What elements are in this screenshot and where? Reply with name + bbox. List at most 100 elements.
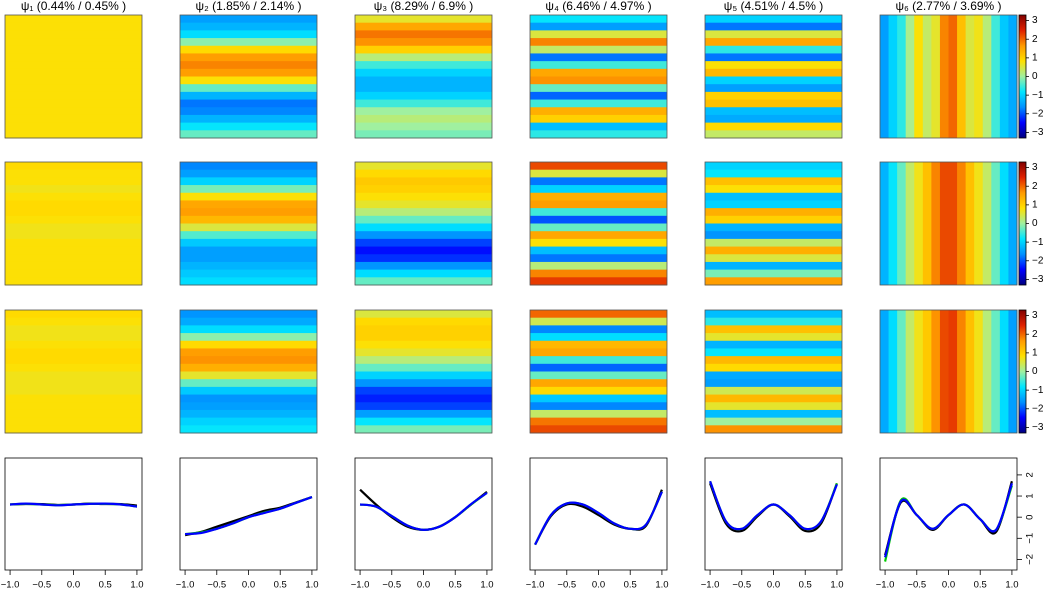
heat-cell — [5, 114, 142, 124]
panel-frame — [529, 161, 668, 286]
heat-cell — [355, 38, 492, 47]
heat-cell — [530, 53, 667, 62]
colorbar-tick-label: −2 — [1032, 255, 1044, 266]
heat-cell — [705, 371, 842, 380]
colorbar-tick-label: 1 — [1032, 200, 1038, 211]
heat-cell — [355, 254, 492, 263]
heat-cell — [355, 45, 492, 54]
heat-cell — [948, 15, 958, 138]
x-tick-label: 0.0 — [242, 580, 255, 591]
panel-frame — [704, 309, 843, 434]
heat-cell — [355, 394, 492, 403]
colorbar-tick-label: 0 — [1032, 366, 1038, 377]
heat-cell — [705, 84, 842, 93]
heat-cell — [355, 91, 492, 101]
heat-cell — [5, 61, 142, 70]
x-tick-label: −1.0 — [351, 580, 370, 591]
heat-cell — [180, 425, 317, 434]
heat-cell — [705, 340, 842, 349]
colorbar-tick-label: −1 — [1032, 90, 1044, 101]
heat-cell — [180, 317, 317, 326]
heat-cell — [705, 394, 842, 403]
heat-cell — [991, 162, 1001, 285]
x-tick-label: 0.5 — [624, 580, 637, 591]
panel-frame — [354, 309, 493, 434]
heat-cell — [355, 223, 492, 232]
heat-cell — [5, 356, 142, 365]
heat-cell — [530, 371, 667, 380]
x-tick-label: 1.0 — [305, 580, 318, 591]
heat-cell — [705, 177, 842, 186]
heat-cell — [5, 122, 142, 131]
panel-frame — [179, 161, 318, 286]
heat-cell — [705, 238, 842, 248]
x-tick-label: 0.0 — [417, 580, 430, 591]
heat-cell — [180, 254, 317, 263]
heat-cell — [931, 15, 941, 138]
colorbar-tick-label: −2 — [1032, 403, 1044, 414]
panel-frame — [179, 457, 318, 571]
heat-cell — [705, 254, 842, 263]
heat-cell — [5, 371, 142, 380]
heat-cell — [530, 310, 667, 319]
x-tick-label: 1.0 — [130, 580, 143, 591]
heat-cell — [705, 317, 842, 326]
colorbar-tick-label: −1 — [1032, 237, 1044, 248]
heat-cell — [705, 356, 842, 365]
x-tick-label: 0.5 — [99, 580, 112, 591]
heat-cell — [897, 310, 907, 433]
heat-cell — [355, 231, 492, 240]
y-tick-label: 0 — [1025, 515, 1036, 520]
heat-cell — [905, 15, 915, 138]
heat-cell — [530, 394, 667, 403]
heat-cell — [180, 53, 317, 62]
heat-cell — [705, 91, 842, 101]
y-tick-label: 1 — [1025, 493, 1036, 498]
heat-cell — [530, 162, 667, 171]
heat-cell — [530, 38, 667, 47]
heat-cell — [880, 310, 890, 433]
heat-cell — [5, 261, 142, 271]
colorbar-tick-label: 2 — [1032, 181, 1038, 192]
curve — [534, 491, 663, 546]
heat-cell — [974, 310, 984, 433]
heat-cell — [5, 310, 142, 319]
x-tick-label: −0.5 — [907, 580, 926, 591]
heat-cell — [888, 310, 898, 433]
heat-cell — [530, 107, 667, 116]
colorbar-tick-label: −1 — [1032, 385, 1044, 396]
heat-cell — [5, 325, 142, 334]
heat-cell — [5, 417, 142, 426]
curve — [884, 480, 1013, 556]
heat-cell — [530, 325, 667, 334]
heat-cell — [931, 310, 941, 433]
heat-cell — [530, 122, 667, 131]
y-tick-label: −1 — [1025, 533, 1036, 544]
curve — [884, 485, 1013, 562]
heat-cell — [705, 231, 842, 240]
heat-cell — [180, 223, 317, 232]
heat-cell — [948, 162, 958, 285]
heat-cell — [355, 317, 492, 326]
heat-cell — [5, 162, 142, 171]
x-tick-label: −0.5 — [32, 580, 51, 591]
heat-cell — [355, 325, 492, 334]
heat-cell — [957, 162, 967, 285]
heat-cell — [905, 310, 915, 433]
heat-cell — [922, 162, 932, 285]
heat-cell — [355, 53, 492, 62]
heat-cell — [982, 162, 992, 285]
x-tick-label: −1.0 — [526, 580, 545, 591]
heat-cell — [180, 379, 317, 388]
heat-cell — [939, 15, 949, 138]
x-tick-label: −1.0 — [701, 580, 720, 591]
panel-frame — [4, 14, 143, 139]
heat-cell — [355, 333, 492, 342]
heat-cell — [530, 356, 667, 365]
heat-cell — [705, 417, 842, 426]
heat-cell — [5, 246, 142, 255]
panel-title: ψ₂ (1.85% / 2.14% ) — [196, 0, 302, 13]
x-tick-label: 1.0 — [480, 580, 493, 591]
heat-cell — [355, 185, 492, 194]
colorbar — [1018, 309, 1027, 434]
